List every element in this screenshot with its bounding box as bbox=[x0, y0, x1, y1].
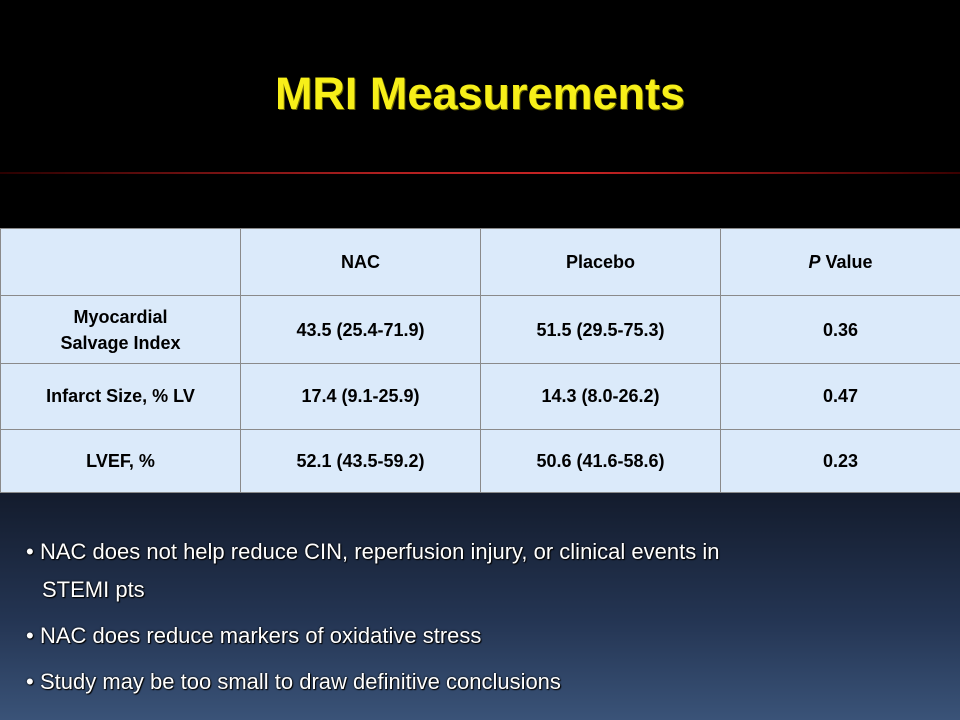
table-row: Infarct Size, % LV 17.4 (9.1-25.9) 14.3 … bbox=[0, 363, 960, 430]
bullet-marker: • bbox=[26, 669, 34, 694]
cell-nac: 52.1 (43.5-59.2) bbox=[240, 429, 481, 493]
header-cell-nac: NAC bbox=[240, 228, 481, 296]
bullet-marker: • bbox=[26, 623, 34, 648]
p-italic-label: P bbox=[808, 251, 821, 272]
summary-bullet-list: • NAC does not help reduce CIN, reperfus… bbox=[26, 533, 946, 701]
cell-p-value: 0.23 bbox=[720, 429, 960, 493]
bullet-item: • NAC does not help reduce CIN, reperfus… bbox=[26, 533, 946, 609]
cell-placebo: 50.6 (41.6-58.6) bbox=[480, 429, 721, 493]
cell-placebo: 51.5 (29.5-75.3) bbox=[480, 295, 721, 364]
value-label: Value bbox=[820, 251, 873, 272]
bullet-item: • NAC does reduce markers of oxidative s… bbox=[26, 617, 946, 655]
slide-title: MRI Measurements bbox=[274, 68, 686, 119]
table-row: LVEF, % 52.1 (43.5-59.2) 50.6 (41.6-58.6… bbox=[0, 429, 960, 493]
bullet-item: • Study may be too small to draw definit… bbox=[26, 663, 946, 701]
table-header-row: NAC Placebo P Value bbox=[0, 228, 960, 296]
row-label-line1: Myocardial bbox=[73, 306, 168, 327]
cell-placebo: 14.3 (8.0-26.2) bbox=[480, 363, 721, 430]
header-cell-p-value: P Value bbox=[720, 228, 960, 296]
title-divider-rule bbox=[0, 172, 960, 174]
row-label-line2: Salvage Index bbox=[60, 332, 181, 353]
table-row: Myocardial Salvage Index 43.5 (25.4-71.9)… bbox=[0, 295, 960, 364]
header-cell-placebo: Placebo bbox=[480, 228, 721, 296]
row-label-lvef: LVEF, % bbox=[0, 429, 241, 493]
cell-nac: 17.4 (9.1-25.9) bbox=[240, 363, 481, 430]
row-label-myocardial-salvage-index: Myocardial Salvage Index bbox=[0, 295, 241, 364]
cell-p-value: 0.47 bbox=[720, 363, 960, 430]
bullet-text: NAC does reduce markers of oxidative str… bbox=[40, 623, 482, 648]
cell-nac: 43.5 (25.4-71.9) bbox=[240, 295, 481, 364]
bullet-text-line1: NAC does not help reduce CIN, reperfusio… bbox=[40, 539, 720, 564]
cell-p-value: 0.36 bbox=[720, 295, 960, 364]
mri-measurements-table: NAC Placebo P Value Myocardial Salvage In… bbox=[0, 228, 960, 493]
bullet-marker: • bbox=[26, 539, 34, 564]
bullet-text: Study may be too small to draw definitiv… bbox=[40, 669, 561, 694]
header-cell-blank bbox=[0, 228, 241, 296]
row-label-infarct-size: Infarct Size, % LV bbox=[0, 363, 241, 430]
bullet-text-line2: STEMI pts bbox=[42, 577, 145, 602]
